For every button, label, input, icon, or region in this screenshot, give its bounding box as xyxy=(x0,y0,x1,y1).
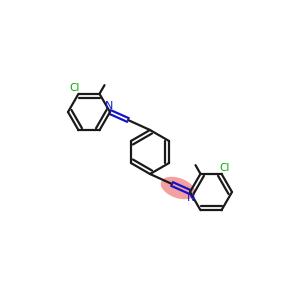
Text: N: N xyxy=(105,101,113,111)
Text: Cl: Cl xyxy=(220,163,230,173)
Text: N: N xyxy=(187,193,195,203)
Ellipse shape xyxy=(161,177,195,199)
Text: Cl: Cl xyxy=(70,83,80,93)
